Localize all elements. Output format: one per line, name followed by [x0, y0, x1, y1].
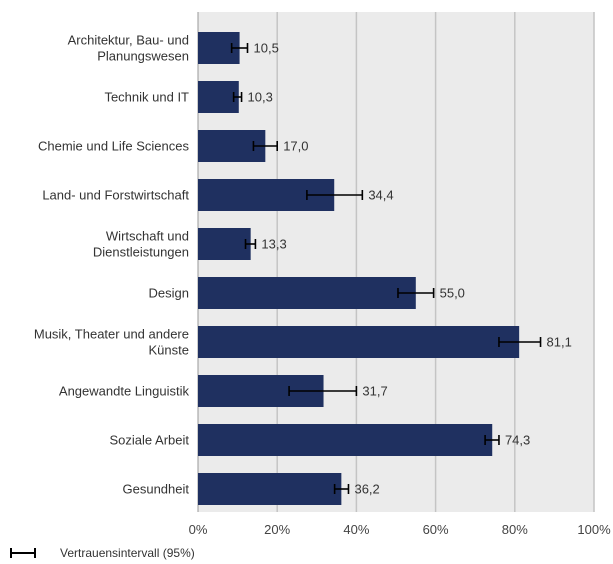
category-label: Angewandte Linguistik [59, 384, 190, 399]
bar-chart: 10,5 10,3 17,0 34,4 13,3 55,0 81,1 31,7 74,3 36,2… [34, 12, 611, 537]
value-label: 74,3 [505, 433, 530, 448]
error-bar [232, 92, 243, 102]
bar [198, 277, 416, 309]
bar [198, 228, 251, 260]
error-bar [244, 239, 257, 249]
value-label: 10,5 [254, 41, 279, 56]
legend-label: Vertrauensintervall (95%) [60, 546, 195, 560]
error-bar [498, 337, 542, 347]
value-label: 10,3 [248, 90, 273, 105]
x-tick-label: 60% [423, 522, 449, 537]
value-label: 81,1 [547, 335, 572, 350]
x-tick-label: 0% [189, 522, 208, 537]
error-bar [230, 43, 249, 53]
error-bar [288, 386, 358, 396]
category-label: Technik und IT [104, 90, 189, 105]
category-label: Wirtschaft und Dienstleistungen [93, 229, 189, 260]
error-bar [484, 435, 500, 445]
category-label: Soziale Arbeit [110, 433, 190, 448]
x-tick-label: 40% [343, 522, 369, 537]
category-label: Design [149, 286, 189, 301]
error-bar [306, 190, 364, 200]
value-label: 13,3 [261, 237, 286, 252]
value-label: 36,2 [354, 482, 379, 497]
bar [198, 473, 342, 505]
error-bar [252, 141, 279, 151]
value-label: 34,4 [368, 188, 393, 203]
category-label: Musik, Theater und andere Künste [34, 327, 189, 358]
category-label: Chemie und Life Sciences [38, 139, 190, 154]
category-label: Gesundheit [123, 482, 190, 497]
bar [198, 81, 239, 113]
value-label: 17,0 [283, 139, 308, 154]
category-label: Architektur, Bau- und Planungswesen [68, 33, 189, 64]
error-bar [397, 288, 435, 298]
x-tick-label: 80% [502, 522, 528, 537]
confidence-interval-icon [10, 548, 36, 558]
legend: Vertrauensintervall (95%) [10, 545, 195, 561]
error-bar [333, 484, 350, 494]
x-tick-label: 100% [577, 522, 611, 537]
value-label: 31,7 [362, 384, 387, 399]
bar [198, 424, 493, 456]
x-tick-label: 20% [264, 522, 290, 537]
bar [198, 326, 520, 358]
category-label: Land- und Forstwirtschaft [42, 188, 189, 203]
value-label: 55,0 [440, 286, 465, 301]
